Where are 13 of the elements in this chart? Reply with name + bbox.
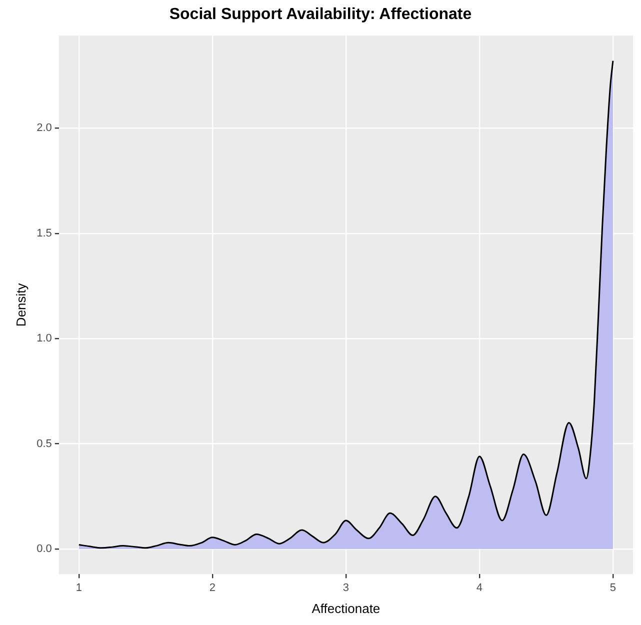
y-tick-label: 0.0 bbox=[36, 542, 52, 555]
chart-title: Social Support Availability: Affectionate bbox=[168, 6, 473, 24]
x-tick-label: 2 bbox=[209, 582, 216, 594]
x-tick-label: 1 bbox=[76, 582, 82, 594]
y-tick-label: 0.5 bbox=[36, 438, 52, 450]
x-tick-label: 4 bbox=[476, 582, 483, 594]
y-tick-label: 2.0 bbox=[36, 122, 52, 134]
x-tick-label: 3 bbox=[342, 582, 350, 594]
y-axis-title: Density bbox=[13, 282, 28, 327]
y-tick-label: 1.0 bbox=[36, 332, 52, 345]
x-axis-title: Affectionate bbox=[312, 600, 380, 616]
y-tick-label: 1.5 bbox=[36, 227, 52, 240]
x-tick-label: 5 bbox=[610, 582, 616, 594]
